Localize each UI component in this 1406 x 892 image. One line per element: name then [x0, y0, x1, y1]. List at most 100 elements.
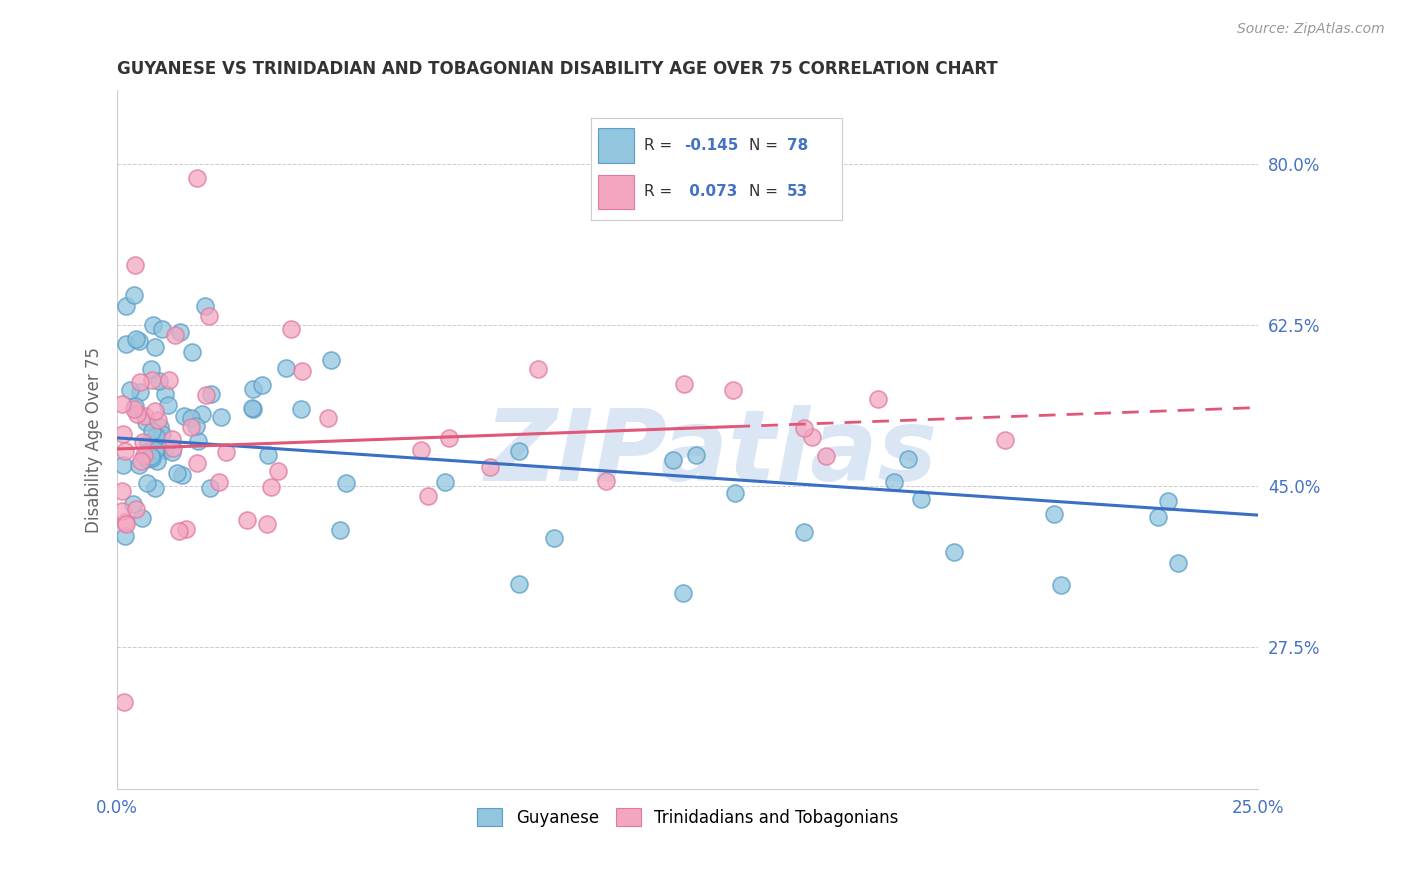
Point — [1157, 494, 1180, 508]
Point — [793, 525, 815, 540]
Point — [256, 517, 278, 532]
Point — [124, 258, 146, 272]
Point — [169, 326, 191, 340]
Point — [141, 424, 163, 438]
Point — [136, 436, 159, 450]
Point — [153, 443, 176, 458]
Point — [1167, 556, 1189, 570]
Point — [215, 445, 238, 459]
Point — [157, 398, 180, 412]
Point — [129, 384, 152, 399]
Point — [111, 504, 134, 518]
Point — [125, 407, 148, 421]
Point — [198, 482, 221, 496]
Point — [128, 376, 150, 390]
Point — [173, 409, 195, 423]
Point — [129, 454, 152, 468]
Point — [128, 458, 150, 472]
Point — [242, 402, 264, 417]
Point — [508, 577, 530, 591]
Point — [416, 489, 439, 503]
Point — [141, 373, 163, 387]
Point — [150, 322, 173, 336]
Point — [240, 401, 263, 415]
Point — [994, 433, 1017, 447]
Point — [150, 427, 173, 442]
Point — [146, 413, 169, 427]
Point — [111, 397, 134, 411]
Point — [479, 460, 502, 475]
Point — [815, 450, 838, 464]
Point — [165, 328, 187, 343]
Point — [180, 411, 202, 425]
Point — [910, 491, 932, 506]
Point — [128, 334, 150, 348]
Point — [242, 382, 264, 396]
Point — [194, 388, 217, 402]
Point — [267, 464, 290, 478]
Point — [145, 442, 167, 457]
Point — [335, 475, 357, 490]
Point — [409, 442, 432, 457]
Point — [157, 373, 180, 387]
Point — [114, 444, 136, 458]
Point — [115, 336, 138, 351]
Point — [883, 475, 905, 490]
Point — [186, 170, 208, 185]
Point — [124, 399, 146, 413]
Point — [236, 513, 259, 527]
Point — [184, 418, 207, 433]
Point — [115, 299, 138, 313]
Point — [174, 522, 197, 536]
Point — [897, 451, 920, 466]
Point — [181, 345, 204, 359]
Point — [135, 415, 157, 429]
Text: GUYANESE VS TRINIDADIAN AND TOBAGONIAN DISABILITY AGE OVER 75 CORRELATION CHART: GUYANESE VS TRINIDADIAN AND TOBAGONIAN D… — [117, 60, 998, 78]
Point — [141, 450, 163, 465]
Point — [194, 299, 217, 313]
Y-axis label: Disability Age Over 75: Disability Age Over 75 — [86, 347, 103, 533]
Point — [721, 383, 744, 397]
Point — [433, 475, 456, 490]
Point — [508, 443, 530, 458]
Point — [800, 430, 823, 444]
Point — [132, 435, 155, 450]
Point — [329, 524, 352, 538]
Point — [280, 322, 302, 336]
Point — [155, 386, 177, 401]
Point — [1042, 507, 1064, 521]
Point — [526, 362, 548, 376]
Point — [319, 353, 342, 368]
Point — [290, 401, 312, 416]
Legend: Guyanese, Trinidadians and Tobagonians: Guyanese, Trinidadians and Tobagonians — [471, 802, 905, 833]
Point — [673, 377, 696, 392]
Point — [166, 467, 188, 481]
Point — [114, 516, 136, 530]
Point — [134, 409, 156, 423]
Point — [942, 545, 965, 559]
Point — [114, 529, 136, 543]
Point — [662, 453, 685, 467]
Point — [257, 448, 280, 462]
Point — [131, 510, 153, 524]
Point — [291, 364, 314, 378]
Point — [112, 458, 135, 472]
Point — [136, 445, 159, 459]
Point — [595, 475, 617, 489]
Point — [143, 404, 166, 418]
Point — [200, 387, 222, 401]
Point — [112, 695, 135, 709]
Point — [1049, 577, 1071, 591]
Point — [260, 480, 283, 494]
Point — [132, 448, 155, 462]
Point — [672, 586, 695, 600]
Point — [124, 288, 146, 302]
Point — [118, 383, 141, 397]
Point — [135, 476, 157, 491]
Point — [186, 456, 208, 470]
Point — [146, 454, 169, 468]
Point — [122, 401, 145, 416]
Point — [191, 407, 214, 421]
Point — [149, 419, 172, 434]
Point — [162, 442, 184, 456]
